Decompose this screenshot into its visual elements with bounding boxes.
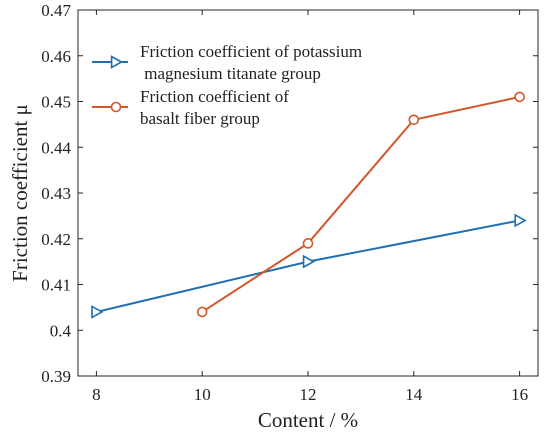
y-tick-label: 0.43 xyxy=(41,184,71,203)
legend-label-line: magnesium titanate group xyxy=(140,64,321,83)
x-tick-label: 14 xyxy=(405,385,423,404)
legend-label: Friction coefficient of basalt fiber grou… xyxy=(140,87,289,128)
y-tick-label: 0.39 xyxy=(41,367,71,386)
y-tick-label: 0.4 xyxy=(50,321,72,340)
series-2-point xyxy=(408,114,420,126)
series-1-point xyxy=(514,213,527,228)
y-axis-title: Friction coefficient μ xyxy=(8,104,32,282)
y-tick-label: 0.42 xyxy=(41,230,71,249)
legend-label-line: Friction coefficient of potassium xyxy=(140,42,362,61)
series-1-line xyxy=(96,219,520,313)
x-tick-label: 16 xyxy=(511,385,528,404)
series-2-line xyxy=(201,95,520,313)
legend-entry-2: Friction coefficient of basalt fiber grou… xyxy=(92,87,289,128)
y-tick-label: 0.45 xyxy=(41,93,71,112)
y-tick-label: 0.47 xyxy=(41,1,71,20)
series-2 xyxy=(196,91,525,318)
legend-swatch-marker xyxy=(110,55,124,69)
legend: Friction coefficient of potassium magnes… xyxy=(92,42,362,128)
x-tick-label: 10 xyxy=(194,385,211,404)
x-axis-title: Content / % xyxy=(258,408,358,432)
series-2-point xyxy=(196,306,208,318)
series-1-point xyxy=(302,254,316,269)
legend-label-line: basalt fiber group xyxy=(140,109,260,128)
legend-label-line: Friction coefficient of xyxy=(140,87,289,106)
axes-layer: 0.39 0.4 0.41 0.42 0.43 0.44 0.45 0.46 0.47 8 10 12… xyxy=(41,1,539,404)
legend-swatch-marker xyxy=(110,101,122,113)
series-2-point xyxy=(302,238,314,249)
series-2-point xyxy=(514,91,525,103)
x-tick-label: 8 xyxy=(92,385,101,404)
legend-label: Friction coefficient of potassium magnes… xyxy=(140,42,362,83)
y-tick-label: 0.41 xyxy=(41,276,71,295)
series-layer xyxy=(91,91,527,319)
x-tick-label: 12 xyxy=(300,385,317,404)
y-tick-label: 0.46 xyxy=(41,47,71,66)
series-1 xyxy=(91,213,527,319)
y-tick-label: 0.44 xyxy=(41,138,71,157)
legend-entry-1: Friction coefficient of potassium magnes… xyxy=(92,42,362,83)
series-1-point xyxy=(91,305,104,319)
